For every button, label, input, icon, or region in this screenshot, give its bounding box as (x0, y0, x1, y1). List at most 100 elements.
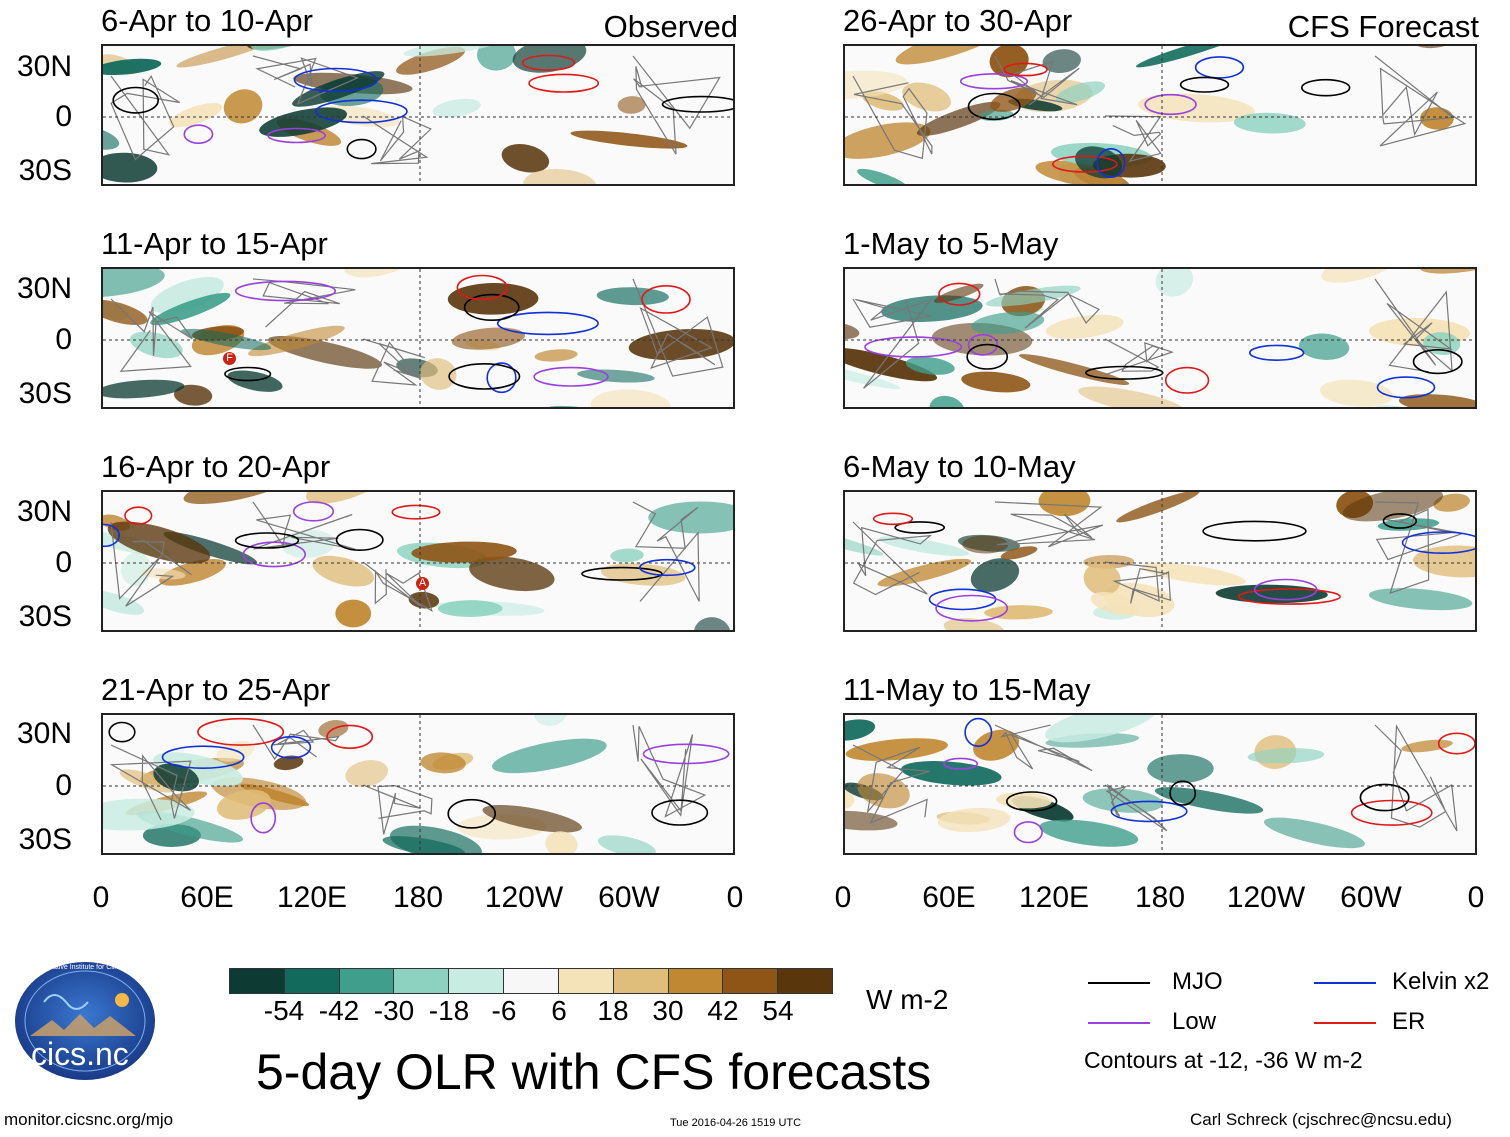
olr-anomaly-blob (345, 760, 389, 787)
lon-label: 120E (1018, 881, 1090, 914)
wave-contour (267, 127, 327, 144)
olr-anomaly-blob (971, 311, 1045, 335)
olr-anomaly-blob (693, 617, 731, 630)
colorbar-cell (230, 969, 285, 993)
olr-anomaly-blob (1116, 492, 1200, 523)
olr-anomaly-blob (857, 773, 910, 809)
lat-eq: 0 (55, 323, 72, 356)
olr-anomaly-blob (411, 541, 517, 563)
lon-label: 0 (92, 881, 110, 914)
olr-anomaly-blob (1039, 819, 1139, 847)
panel-title-obs-3: 16-Apr to 20-Apr (101, 449, 331, 484)
legend-label-kelvin: Kelvin x2 (1392, 968, 1490, 995)
legend-line-low (1088, 1022, 1150, 1024)
wave-contour (234, 280, 337, 302)
olr-anomaly-blob (1433, 493, 1470, 512)
olr-map-layer (845, 269, 1475, 407)
olr-anomaly-blob (1319, 379, 1393, 407)
map-panel-forecast-4 (843, 713, 1477, 855)
olr-anomaly-blob (962, 535, 1009, 554)
olr-anomaly-blob (451, 327, 526, 350)
lon-label: 120E (276, 881, 348, 914)
olr-map-layer (845, 492, 1475, 630)
olr-anomaly-blob (1154, 787, 1264, 814)
olr-anomaly-blob (523, 168, 597, 184)
wave-contour (1301, 78, 1351, 97)
wave-contour (108, 721, 136, 743)
panel-title-obs-2: 11-Apr to 15-Apr (101, 226, 328, 261)
olr-anomaly-blob (570, 130, 688, 149)
olr-anomaly-blob (845, 787, 855, 810)
coastline (994, 278, 1100, 329)
olr-anomaly-blob (150, 276, 224, 314)
olr-anomaly-blob (1019, 354, 1130, 385)
olr-anomaly-blob (107, 521, 211, 564)
colorbar-cell (558, 969, 614, 993)
lon-label: 60W (598, 881, 660, 914)
wave-contour (935, 594, 1009, 622)
olr-anomaly-blob (577, 369, 655, 383)
wave-contour (967, 333, 999, 356)
olr-anomaly-blob (590, 389, 672, 407)
main-title: 5-day OLR with CFS forecasts (256, 1044, 932, 1100)
coastline (1374, 278, 1453, 373)
olr-anomaly-blob (933, 283, 984, 303)
map-panel-observed-4 (101, 713, 735, 855)
wave-contour (1249, 344, 1305, 362)
wave-contour (1350, 799, 1433, 826)
olr-map-layer (103, 492, 733, 630)
olr-map-layer (845, 715, 1475, 853)
olr-anomaly-blob (1141, 562, 1246, 586)
olr-anomaly-blob (1412, 545, 1475, 578)
olr-anomaly-blob (482, 804, 582, 833)
wave-contour (326, 724, 374, 749)
colorbar-cell (339, 969, 395, 993)
olr-anomaly-blob (973, 729, 1020, 761)
olr-anomaly-blob (534, 349, 578, 362)
wave-contour (456, 274, 508, 301)
coastline (362, 561, 433, 613)
wave-contour (224, 366, 272, 382)
footer-url[interactable]: monitor.cicsnc.org/mjo (4, 1110, 174, 1129)
panel-title-fcst-1: 26-Apr to 30-Apr (843, 3, 1073, 38)
olr-anomaly-blob (961, 371, 1031, 393)
olr-anomaly-blob (1090, 591, 1139, 616)
olr-anomaly-blob (223, 89, 263, 124)
coastline (1374, 724, 1458, 832)
coastline (110, 298, 193, 372)
panel-title-obs-4: 21-Apr to 25-Apr (101, 672, 331, 707)
olr-anomaly-blob (469, 556, 555, 592)
olr-anomaly-blob (150, 292, 231, 326)
olr-anomaly-blob (168, 103, 223, 128)
olr-anomaly-blob (420, 358, 457, 390)
lon-label: 120W (484, 881, 564, 914)
coastline (632, 501, 700, 602)
olr-anomaly-blob (895, 46, 1007, 65)
wave-contour (581, 566, 663, 581)
colorbar-tick: 54 (762, 995, 794, 1026)
olr-anomaly-blob (1215, 584, 1328, 604)
olr-anomaly-blob (845, 361, 901, 390)
olr-anomaly-blob (103, 299, 148, 326)
lon-label: 120W (1226, 881, 1306, 914)
coastline (1104, 783, 1168, 832)
cics-logo (15, 962, 155, 1080)
lat-eq: 0 (55, 546, 72, 579)
coastline (1104, 338, 1174, 376)
footer-timestamp: Tue 2016-04-26 1519 UTC (670, 1117, 802, 1129)
wave-contour (938, 282, 981, 306)
olr-anomaly-blob (103, 798, 195, 831)
wave-contour (1006, 791, 1058, 812)
olr-anomaly-blob (1263, 817, 1365, 849)
colorbar-units: W m-2 (866, 984, 949, 1015)
olr-anomaly-blob (845, 122, 931, 159)
colorbar-cell (613, 969, 669, 993)
olr-anomaly-blob (901, 761, 1002, 786)
wave-contour (234, 532, 300, 549)
colorbar-cell (668, 969, 724, 993)
wave-contour (1144, 93, 1197, 116)
olr-anomaly-blob (273, 755, 304, 771)
olr-anomaly-blob (382, 836, 466, 853)
wave-contour (638, 558, 696, 577)
wave-contour (1202, 520, 1307, 542)
